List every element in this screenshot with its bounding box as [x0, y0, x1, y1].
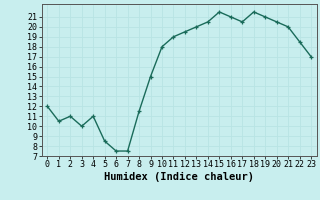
X-axis label: Humidex (Indice chaleur): Humidex (Indice chaleur): [104, 172, 254, 182]
